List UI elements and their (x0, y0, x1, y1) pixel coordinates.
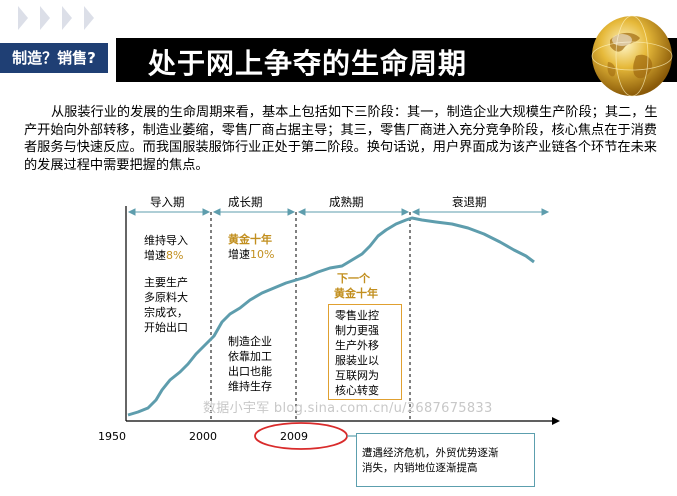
retail-shift-line: 互联网为 (335, 368, 379, 383)
growth-manufacturing-line: 出口也能 (228, 364, 272, 379)
retail-shift-text: 零售业控 制力更强 生产外移 服装业以 互联网为 核心转变 (335, 308, 379, 398)
intro-rate-value: 8% (166, 249, 183, 262)
growth-gold-title: 黄金十年 (228, 232, 274, 247)
retail-shift-line: 零售业控 (335, 308, 379, 323)
growth-manufacturing-note: 制造企业 依靠加工 出口也能 维持生存 (228, 334, 272, 394)
growth-manufacturing-line: 制造企业 (228, 334, 272, 349)
intro-products-line: 主要生产 (144, 275, 188, 290)
crisis-line2: 消失，内销地位逐渐提高 (362, 461, 499, 476)
retail-shift-line: 核心转变 (335, 383, 379, 398)
retail-shift-line: 制力更强 (335, 323, 379, 338)
next-gold-note: 下一个 黄金十年 (334, 271, 378, 301)
intro-rate-prefix: 增速 (144, 249, 166, 262)
growth-rate: 增速10% (228, 247, 274, 262)
year-2000: 2000 (189, 430, 217, 443)
retail-shift-line: 生产外移 (335, 338, 379, 353)
retail-shift-line: 服装业以 (335, 353, 379, 368)
intro-products-line: 多原料大 (144, 290, 188, 305)
phase-decline-label: 衰退期 (452, 194, 487, 210)
growth-manufacturing-line: 维持生存 (228, 379, 272, 394)
intro-products-line: 宗成衣， (144, 305, 188, 320)
x-axis-arrow (552, 417, 560, 425)
growth-rate-prefix: 增速 (228, 248, 250, 261)
phase-growth-label: 成长期 (228, 194, 263, 210)
intro-products-line: 开始出口 (144, 320, 188, 335)
growth-note: 黄金十年 增速10% (228, 232, 274, 262)
crisis-text: 遭遇经济危机，外贸优势逐渐 消失，内销地位逐渐提高 (362, 446, 499, 476)
intro-note-line2: 增速8% (144, 248, 188, 263)
year-2009: 2009 (280, 430, 308, 443)
year-1950: 1950 (98, 430, 126, 443)
intro-note-line1: 维持导入 (144, 233, 188, 248)
growth-rate-value: 10% (250, 248, 274, 261)
intro-note: 维持导入 增速8% (144, 233, 188, 263)
crisis-line1: 遭遇经济危机，外贸优势逐渐 (362, 446, 499, 461)
watermark: 数据小宇军 blog.sina.com.cn/u/2687675833 (203, 397, 493, 416)
next-gold-line2: 黄金十年 (334, 286, 378, 301)
phase-intro-label: 导入期 (150, 194, 185, 210)
growth-manufacturing-line: 依靠加工 (228, 349, 272, 364)
intro-products-note: 主要生产 多原料大 宗成衣， 开始出口 (144, 275, 188, 335)
next-gold-line1: 下一个 (334, 271, 378, 286)
phase-mature-label: 成熟期 (329, 194, 364, 210)
